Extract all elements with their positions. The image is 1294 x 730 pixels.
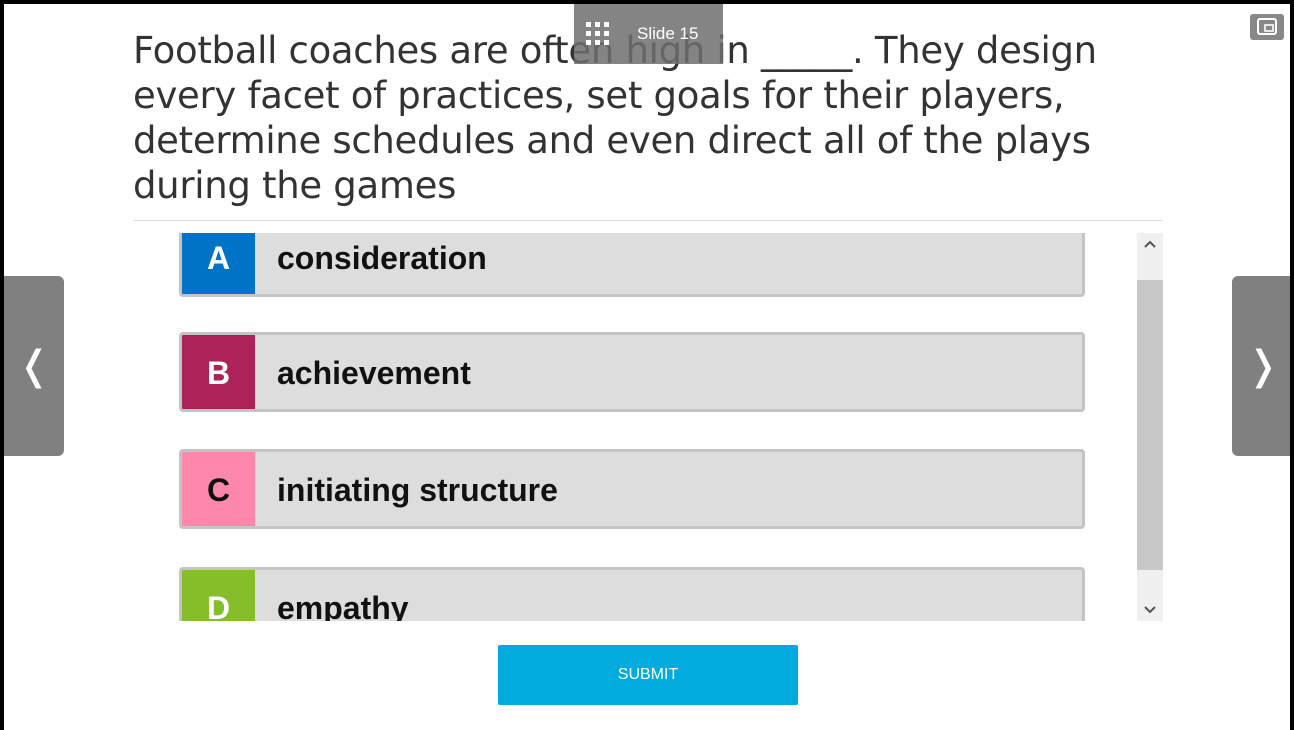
fullscreen-icon xyxy=(1257,18,1277,35)
option-d[interactable]: D empathy xyxy=(179,567,1085,621)
option-letter: A xyxy=(182,233,255,294)
slide-indicator[interactable]: Slide 15 xyxy=(574,4,723,64)
scroll-up-icon[interactable] xyxy=(1137,233,1163,257)
slide-number: Slide 15 xyxy=(637,24,699,43)
option-text: initiating structure xyxy=(277,472,558,508)
option-letter: D xyxy=(182,570,255,621)
option-letter: B xyxy=(182,335,255,409)
scroll-down-icon[interactable] xyxy=(1137,597,1163,621)
option-c[interactable]: C initiating structure xyxy=(179,449,1085,529)
fullscreen-button[interactable] xyxy=(1250,14,1284,40)
option-letter: C xyxy=(182,452,255,526)
option-b[interactable]: B achievement xyxy=(179,332,1085,412)
question-divider xyxy=(133,220,1163,221)
chevron-left-icon: ❬ xyxy=(17,343,51,389)
option-text: achievement xyxy=(277,355,471,391)
options-list: A consideration B achievement C initiati… xyxy=(133,233,1167,621)
option-text: empathy xyxy=(277,590,409,621)
options-scrollbar[interactable] xyxy=(1137,233,1163,621)
scrollbar-thumb[interactable] xyxy=(1137,280,1163,570)
chevron-right-icon: ❭ xyxy=(1246,343,1280,389)
grid-icon xyxy=(586,22,609,45)
next-slide-button[interactable]: ❭ xyxy=(1232,276,1290,456)
option-text: consideration xyxy=(277,240,487,276)
slide-frame: Football coaches are often high in _____… xyxy=(4,4,1290,730)
submit-button[interactable]: SUBMIT xyxy=(498,645,798,705)
option-a[interactable]: A consideration xyxy=(179,233,1085,297)
prev-slide-button[interactable]: ❬ xyxy=(4,276,64,456)
